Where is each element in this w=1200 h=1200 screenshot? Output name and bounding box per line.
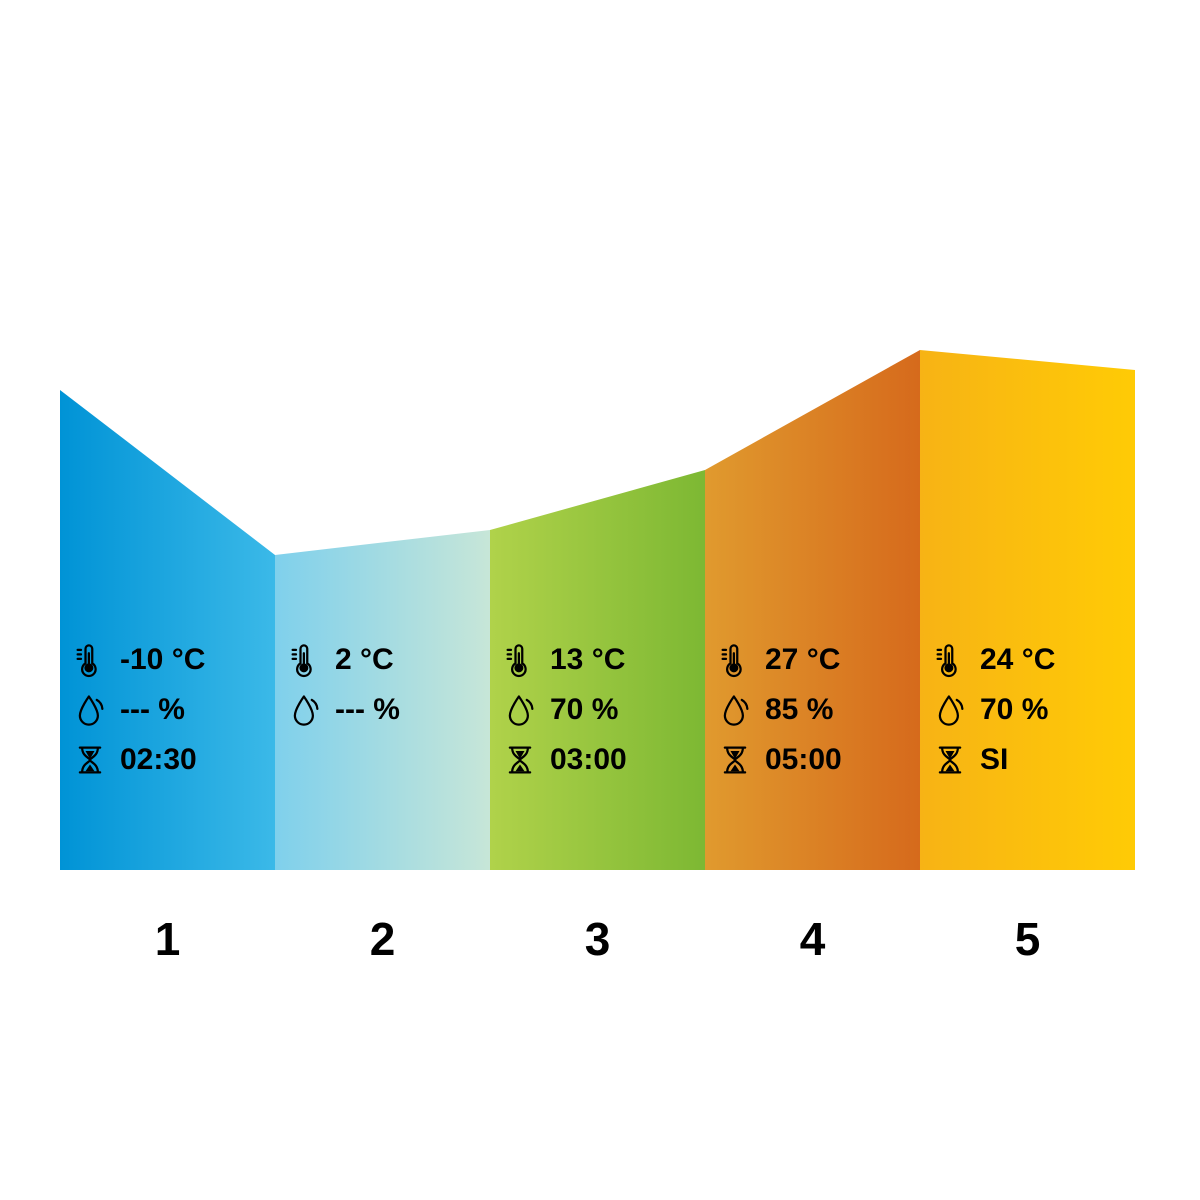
droplet-icon <box>932 692 968 728</box>
droplet-icon <box>287 692 323 728</box>
thermometer-icon <box>502 642 538 678</box>
temperature-row: 27 °C <box>717 635 912 685</box>
droplet-icon <box>72 692 108 728</box>
humidity-value: 85 % <box>765 693 833 727</box>
humidity-row: --- % <box>287 685 482 735</box>
temperature-value: 27 °C <box>765 643 840 677</box>
thermometer-icon <box>717 642 753 678</box>
hourglass-icon <box>72 742 108 778</box>
humidity-value: 70 % <box>980 693 1048 727</box>
thermometer-icon <box>72 642 108 678</box>
phase-shape-4 <box>705 350 920 870</box>
hourglass-icon <box>717 742 753 778</box>
time-row: SI <box>932 735 1127 785</box>
hourglass-icon <box>502 742 538 778</box>
temperature-row: 2 °C <box>287 635 482 685</box>
time-row: 03:00 <box>502 735 697 785</box>
phase-overlay-4: 27 °C 85 % 05:00 <box>717 635 912 785</box>
droplet-icon <box>717 692 753 728</box>
humidity-value: 70 % <box>550 693 618 727</box>
humidity-value: --- % <box>120 693 185 727</box>
phase-overlay-3: 13 °C 70 % 03:00 <box>502 635 697 785</box>
humidity-value: --- % <box>335 693 400 727</box>
temperature-value: 24 °C <box>980 643 1055 677</box>
phase-overlay-2: 2 °C --- % <box>287 635 482 735</box>
time-row: 02:30 <box>72 735 267 785</box>
phase-label-3: 3 <box>585 912 611 966</box>
temperature-value: 13 °C <box>550 643 625 677</box>
phase-shape-1 <box>60 390 275 870</box>
thermometer-icon <box>932 642 968 678</box>
phase-overlay-1: -10 °C --- % 02:30 <box>72 635 267 785</box>
humidity-row: 85 % <box>717 685 912 735</box>
humidity-row: 70 % <box>502 685 697 735</box>
temperature-value: -10 °C <box>120 643 205 677</box>
temperature-row: 13 °C <box>502 635 697 685</box>
temperature-value: 2 °C <box>335 643 394 677</box>
time-row: 05:00 <box>717 735 912 785</box>
hourglass-icon <box>932 742 968 778</box>
phase-label-4: 4 <box>800 912 826 966</box>
phase-label-2: 2 <box>370 912 396 966</box>
temperature-row: 24 °C <box>932 635 1127 685</box>
droplet-icon <box>502 692 538 728</box>
time-value: 05:00 <box>765 743 842 777</box>
chart-svg <box>0 0 1200 1200</box>
phase-label-5: 5 <box>1015 912 1041 966</box>
phase-overlay-5: 24 °C 70 % SI <box>932 635 1127 785</box>
phase-label-1: 1 <box>155 912 181 966</box>
phase-chart: { "chart": { "type": "infographic", "wid… <box>0 0 1200 1200</box>
thermometer-icon <box>287 642 323 678</box>
time-value: 03:00 <box>550 743 627 777</box>
time-value: SI <box>980 743 1008 777</box>
humidity-row: --- % <box>72 685 267 735</box>
phase-shape-5 <box>920 350 1135 870</box>
temperature-row: -10 °C <box>72 635 267 685</box>
time-value: 02:30 <box>120 743 197 777</box>
humidity-row: 70 % <box>932 685 1127 735</box>
